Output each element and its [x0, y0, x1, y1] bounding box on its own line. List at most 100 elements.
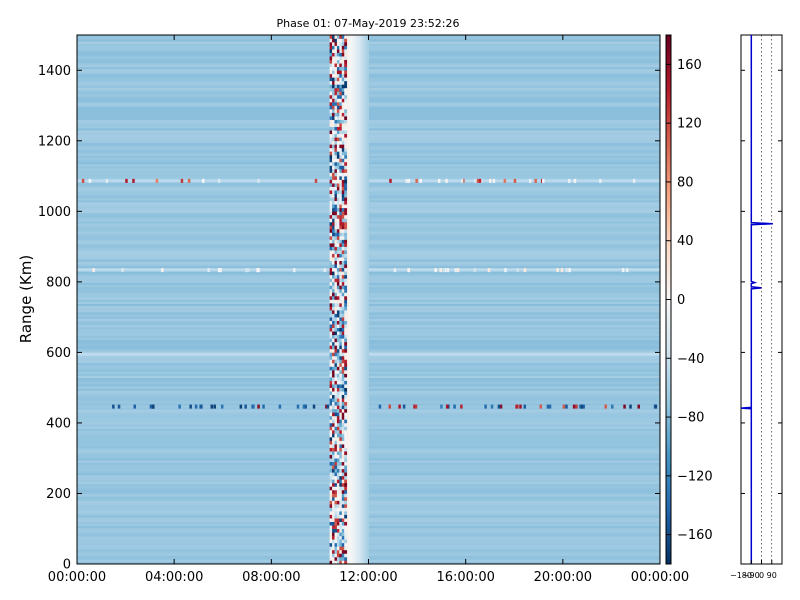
heatmap-noise-cell — [341, 380, 345, 385]
heatmap-noise-cell — [341, 334, 345, 339]
heatmap-noise-cell — [341, 42, 345, 46]
heatmap-noise-cell — [341, 246, 345, 251]
heatmap-noise-cell — [329, 281, 333, 286]
heatmap-noise-cell — [341, 35, 345, 39]
heatmap-noise-cell — [341, 394, 345, 399]
colorbar-tick-label: −40 — [677, 352, 704, 367]
heatmap-noise-cell — [339, 154, 343, 159]
heatmap-noise-cell — [336, 243, 340, 247]
heatmap-noise-cell — [344, 73, 348, 78]
colorbar-tick-label: −120 — [677, 469, 713, 484]
heatmap-speckle — [580, 404, 584, 409]
heatmap-noise-cell — [332, 422, 335, 427]
heatmap-noise-cell — [329, 419, 333, 424]
heatmap-noise-cell — [344, 70, 348, 75]
heatmap-noise-cell — [339, 352, 343, 357]
heatmap-noise-cell — [332, 140, 335, 145]
heatmap-noise-cell — [336, 539, 340, 544]
heatmap-speckle — [304, 404, 307, 409]
heatmap-noise-cell — [334, 422, 338, 427]
heatmap-noise-cell — [341, 119, 345, 124]
heatmap-noise-cell — [332, 228, 335, 233]
heatmap-noise-cell — [332, 331, 335, 336]
heatmap-noise-cell — [329, 366, 333, 371]
heatmap-noise-cell — [336, 447, 340, 452]
heatmap-noise-cell — [336, 546, 340, 551]
heatmap-noise-cell — [332, 507, 335, 512]
heatmap-noise-cell — [334, 454, 338, 459]
heatmap-noise-cell — [339, 225, 343, 230]
heatmap-noise-cell — [329, 327, 333, 332]
heatmap-noise-cell — [336, 362, 340, 367]
heatmap-noise-cell — [344, 429, 348, 434]
heatmap-noise-cell — [332, 147, 335, 152]
heatmap-noise-cell — [341, 105, 345, 110]
heatmap-noise-cell — [332, 165, 335, 170]
heatmap-noise-cell — [339, 362, 343, 367]
heatmap-noise-cell — [329, 437, 333, 441]
heatmap-noise-cell — [336, 154, 340, 159]
x-tick-label: 04:00:00 — [145, 570, 203, 585]
heatmap-noise-cell — [341, 84, 345, 89]
heatmap-speckle — [462, 178, 465, 183]
heatmap-noise-cell — [329, 511, 333, 515]
heatmap-noise-cell — [332, 433, 335, 438]
heatmap-noise-cell — [329, 472, 333, 477]
heatmap-noise-cell — [334, 239, 338, 244]
heatmap-noise-cell — [341, 303, 345, 307]
heatmap-noise-cell — [332, 542, 335, 547]
heatmap-noise-cell — [334, 327, 338, 332]
heatmap-speckle — [548, 404, 552, 409]
heatmap-noise-cell — [332, 59, 335, 64]
heatmap-noise-cell — [339, 232, 343, 237]
heatmap-noise-cell — [339, 334, 343, 339]
heatmap-noise-cell — [336, 451, 340, 455]
heatmap-noise-cell — [336, 98, 340, 103]
heatmap-noise-cell — [329, 401, 333, 406]
heatmap-noise-cell — [336, 419, 340, 424]
heatmap-noise-cell — [329, 59, 333, 64]
heatmap-speckle — [492, 178, 496, 183]
heatmap-noise-cell — [332, 426, 335, 431]
heatmap-noise-cell — [329, 45, 333, 50]
heatmap-noise-cell — [329, 338, 333, 343]
heatmap-speckle — [161, 268, 164, 273]
heatmap-noise-cell — [339, 169, 343, 173]
heatmap-speckle — [257, 178, 260, 183]
heatmap-noise-cell — [341, 204, 345, 209]
heatmap-noise-cell — [336, 306, 340, 311]
heatmap-noise-cell — [332, 281, 335, 286]
heatmap-noise-cell — [334, 535, 338, 540]
heatmap-noise-cell — [341, 387, 345, 392]
heatmap-noise-cell — [344, 123, 348, 127]
heatmap-noise-cell — [341, 362, 345, 367]
heatmap-noise-cell — [341, 91, 345, 96]
heatmap-speckle — [478, 178, 482, 183]
heatmap-noise-cell — [329, 341, 333, 346]
heatmap-noise-cell — [344, 243, 348, 247]
heatmap-noise-cell — [332, 38, 335, 43]
heatmap-noise-cell — [334, 511, 338, 515]
heatmap-noise-cell — [341, 197, 345, 202]
heatmap-speckle — [262, 404, 265, 409]
heatmap-noise-cell — [329, 310, 333, 314]
heatmap-noise-cell — [344, 87, 348, 92]
heatmap-noise-cell — [339, 306, 343, 311]
heatmap-noise-cell — [332, 338, 335, 343]
heatmap-noise-cell — [341, 285, 345, 290]
heatmap-speckle — [398, 404, 401, 409]
heatmap-speckle — [413, 404, 416, 409]
heatmap-noise-cell — [344, 507, 348, 512]
heatmap-noise-cell — [329, 317, 333, 321]
heatmap-noise-cell — [336, 176, 340, 180]
heatmap-noise-cell — [339, 165, 343, 170]
heatmap-noise-cell — [332, 207, 335, 212]
heatmap-noise-cell — [344, 193, 348, 198]
heatmap-noise-cell — [336, 461, 340, 466]
heatmap-noise-cell — [344, 479, 348, 484]
heatmap-noise-cell — [336, 102, 340, 106]
heatmap-noise-cell — [341, 123, 345, 127]
heatmap-noise-cell — [344, 391, 348, 396]
heatmap-noise-cell — [339, 197, 343, 202]
heatmap-noise-cell — [334, 412, 338, 417]
